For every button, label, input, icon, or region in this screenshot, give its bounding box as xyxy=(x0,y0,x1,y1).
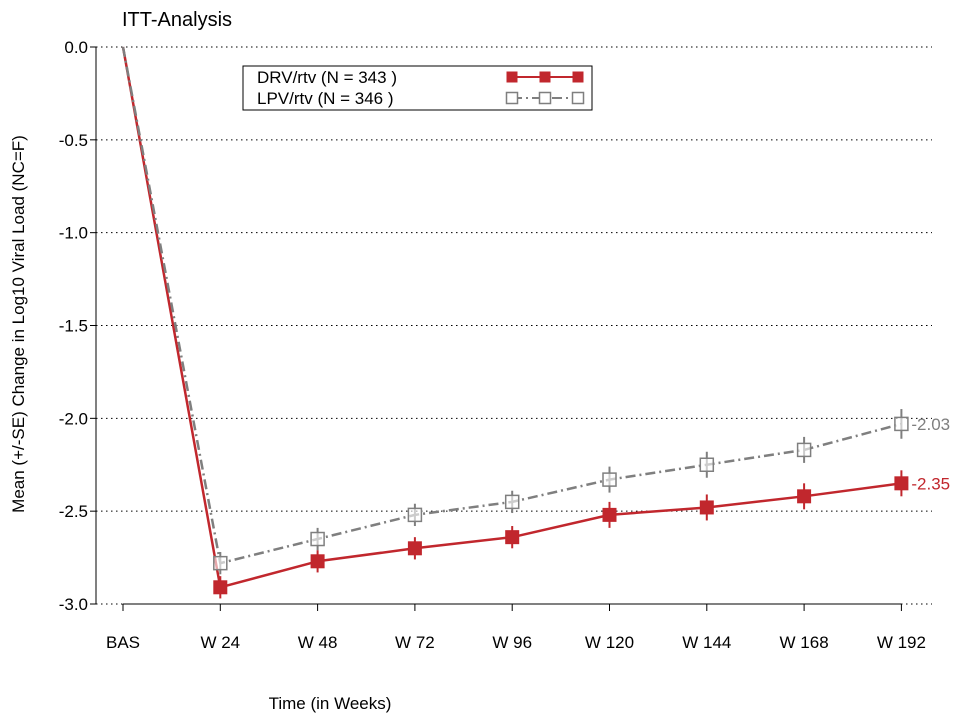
y-tick-label: -0.5 xyxy=(59,131,88,150)
x-tick-label: W 168 xyxy=(780,633,829,652)
data-point xyxy=(796,442,812,458)
data-point xyxy=(699,457,715,472)
legend-marker xyxy=(505,91,519,105)
legend-marker xyxy=(506,71,518,83)
data-point xyxy=(213,580,228,595)
data-point xyxy=(504,494,520,510)
x-tick-label: W 72 xyxy=(395,633,435,652)
data-point xyxy=(699,500,714,515)
series-line xyxy=(121,46,902,565)
y-tick-label: -3.0 xyxy=(59,595,88,614)
data-point xyxy=(602,507,617,522)
axes: 0.0 -0.5 -1.0 -1.5 -2.0 -2.5 -3.0 BAS W 24 W 48 W … xyxy=(59,38,926,652)
data-label: -2.35 xyxy=(911,474,950,493)
x-tick-label: W 144 xyxy=(682,633,731,652)
x-tick-label: W 48 xyxy=(298,633,338,652)
data-point xyxy=(894,476,909,491)
y-tick-label: -2.0 xyxy=(59,409,88,428)
x-tick-label: W 120 xyxy=(585,633,634,652)
grid xyxy=(96,46,932,605)
legend-marker xyxy=(572,71,584,83)
y-axis-label: Mean (+/-SE) Change in Log10 Viral Load … xyxy=(9,135,28,513)
data-point xyxy=(894,416,909,432)
data-point xyxy=(407,541,422,556)
data-point xyxy=(797,489,812,504)
x-tick-label: BAS xyxy=(106,633,140,652)
data-point xyxy=(310,554,325,569)
y-tick-label: -1.0 xyxy=(59,224,88,243)
legend-marker xyxy=(539,71,551,83)
legend-label: LPV/rtv (N = 346 ) xyxy=(257,89,394,108)
y-tick-label: -2.5 xyxy=(59,502,88,521)
x-tick-label: W 24 xyxy=(200,633,240,652)
x-tick-label: W 96 xyxy=(492,633,532,652)
series-layer: -2.35 -2.03 xyxy=(121,46,950,599)
x-axis-label: Time (in Weeks) xyxy=(269,694,392,713)
data-point xyxy=(407,507,423,523)
legend-box xyxy=(242,65,593,111)
data-point xyxy=(310,531,325,547)
y-tick-label: 0.0 xyxy=(64,38,88,57)
data-label: -2.03 xyxy=(911,415,950,434)
chart-title: ITT-Analysis xyxy=(122,9,232,31)
y-tick-label: -1.5 xyxy=(59,317,88,336)
data-point xyxy=(505,530,520,545)
legend-marker xyxy=(571,91,585,105)
legend: DRV/rtv (N = 343 ) LPV/rtv (N = 346 ) xyxy=(242,65,593,111)
legend-label: DRV/rtv (N = 343 ) xyxy=(257,68,397,87)
legend-marker xyxy=(538,91,552,105)
data-point xyxy=(602,472,617,487)
data-point xyxy=(213,555,228,571)
x-tick-label: W 192 xyxy=(877,633,926,652)
